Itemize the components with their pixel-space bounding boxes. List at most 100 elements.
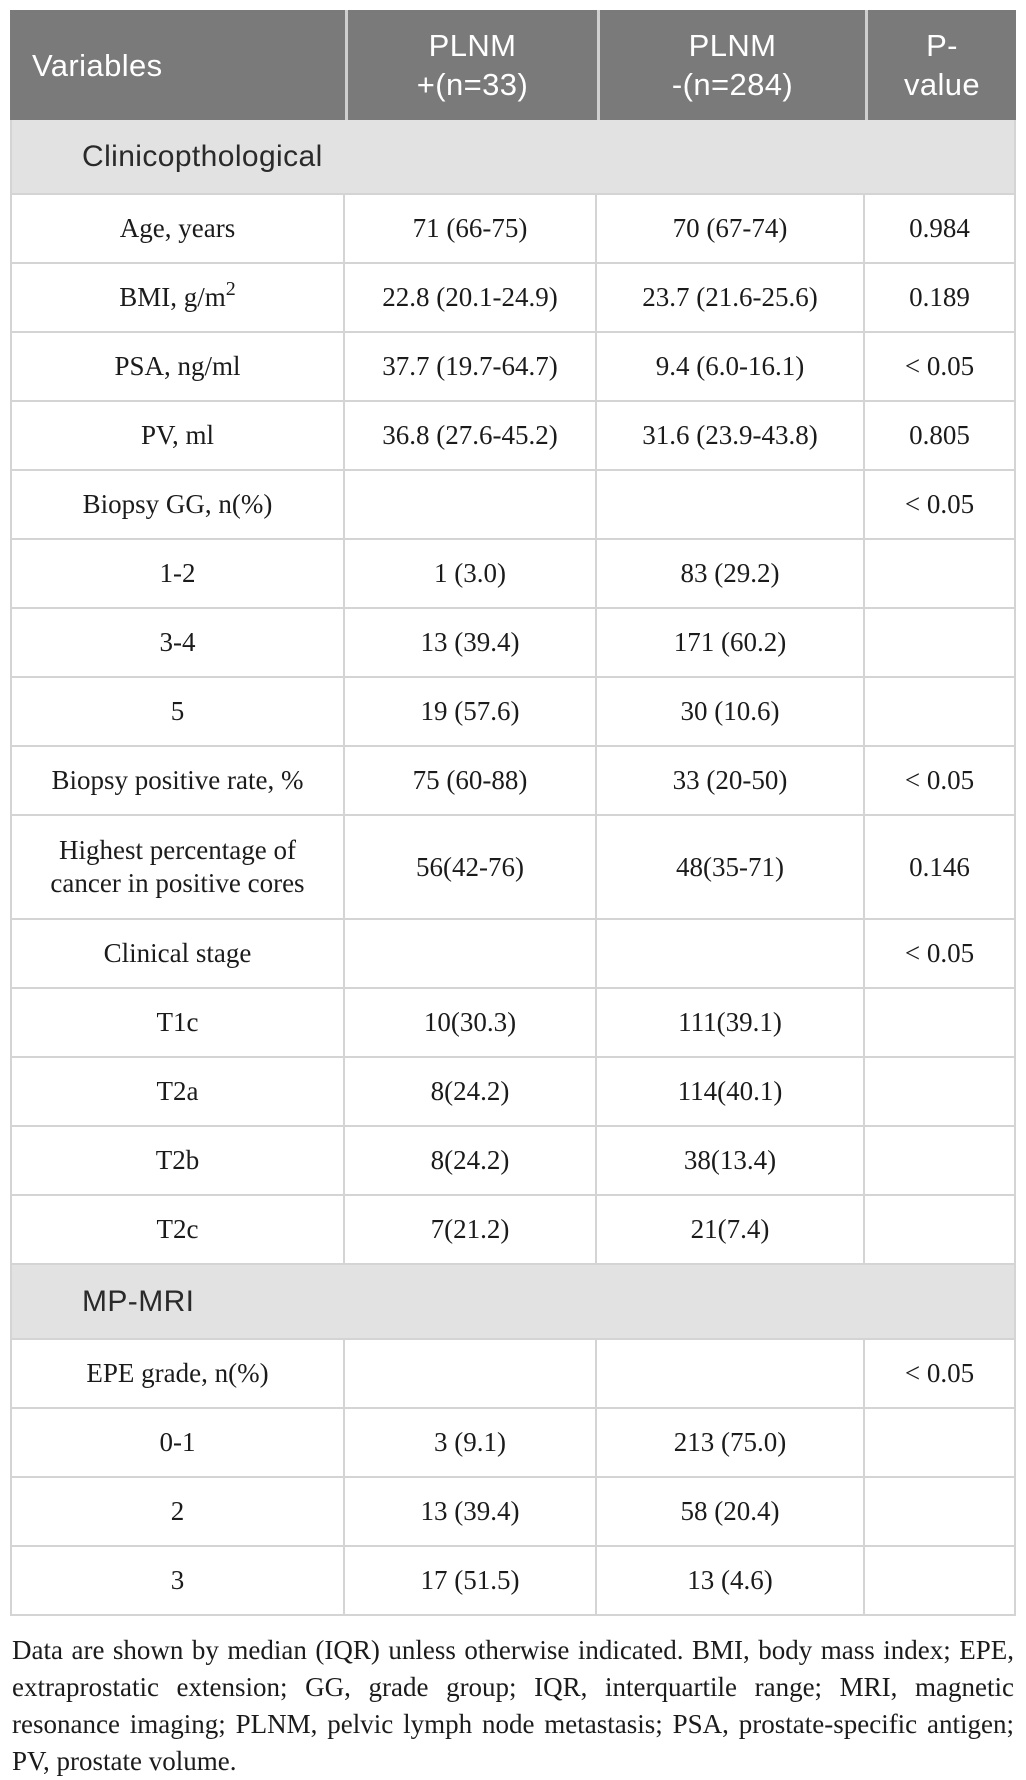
- cell-plnm-negative: 111(39.1): [597, 989, 865, 1058]
- section-row-clinicopathological: Clinicopthological: [12, 120, 1016, 195]
- cell-plnm-negative: 83 (29.2): [597, 540, 865, 609]
- table-row-age: Age, years 71 (66-75) 70 (67-74) 0.984: [12, 195, 1016, 264]
- table-row-t2b: T2b 8(24.2) 38(13.4): [12, 1127, 1016, 1196]
- cell-plnm-positive: 37.7 (19.7-64.7): [345, 333, 597, 402]
- cell-plnm-negative: [597, 1340, 865, 1409]
- cell-p-value: [865, 540, 1016, 609]
- table-row-gg-5: 5 19 (57.6) 30 (10.6): [12, 678, 1016, 747]
- cell-variable: T2a: [12, 1058, 345, 1127]
- table-row-t2c: T2c 7(21.2) 21(7.4): [12, 1196, 1016, 1265]
- header-plnm-negative: PLNM -(n=284): [597, 10, 865, 120]
- cell-p-value: [865, 1058, 1016, 1127]
- cell-p-value: < 0.05: [865, 747, 1016, 816]
- cell-plnm-positive: 10(30.3): [345, 989, 597, 1058]
- cell-variable: T2b: [12, 1127, 345, 1196]
- table-row-clinical-stage: Clinical stage < 0.05: [12, 920, 1016, 989]
- cell-p-value: [865, 1478, 1016, 1547]
- cell-plnm-positive: 17 (51.5): [345, 1547, 597, 1616]
- cell-p-value: 0.189: [865, 264, 1016, 333]
- cell-plnm-negative: [597, 471, 865, 540]
- table-row-epe-3: 3 17 (51.5) 13 (4.6): [12, 1547, 1016, 1616]
- cell-p-value: < 0.05: [865, 471, 1016, 540]
- cell-plnm-negative: 38(13.4): [597, 1127, 865, 1196]
- cell-variable: Highest percentage of cancer in positive…: [12, 816, 345, 920]
- table-body: Clinicopthological Age, years 71 (66-75)…: [10, 120, 1016, 1616]
- cell-p-value: 0.146: [865, 816, 1016, 920]
- cell-p-value: [865, 678, 1016, 747]
- cell-plnm-positive: [345, 471, 597, 540]
- header-variables: Variables: [10, 10, 345, 120]
- table-row-biopsy-gg: Biopsy GG, n(%) < 0.05: [12, 471, 1016, 540]
- cell-plnm-positive: 8(24.2): [345, 1127, 597, 1196]
- cell-variable: Clinical stage: [12, 920, 345, 989]
- cell-variable: 0-1: [12, 1409, 345, 1478]
- cell-plnm-negative: 30 (10.6): [597, 678, 865, 747]
- header-p-value: P- value: [865, 10, 1016, 120]
- cell-plnm-negative: 9.4 (6.0-16.1): [597, 333, 865, 402]
- cell-p-value: 0.984: [865, 195, 1016, 264]
- cell-variable: T2c: [12, 1196, 345, 1265]
- cell-p-value: 0.805: [865, 402, 1016, 471]
- cell-plnm-negative: 23.7 (21.6-25.6): [597, 264, 865, 333]
- table-footnote: Data are shown by median (IQR) unless ot…: [12, 1635, 1014, 1776]
- table-header-row: Variables PLNM +(n=33) PLNM -(n=284) P- …: [10, 10, 1016, 120]
- cell-plnm-negative: 48(35-71): [597, 816, 865, 920]
- cell-p-value: [865, 1409, 1016, 1478]
- table-row-gg-1-2: 1-2 1 (3.0) 83 (29.2): [12, 540, 1016, 609]
- cell-variable: 5: [12, 678, 345, 747]
- cell-plnm-positive: 3 (9.1): [345, 1409, 597, 1478]
- cell-p-value: [865, 989, 1016, 1058]
- section-row-mp-mri: MP-MRI: [12, 1265, 1016, 1340]
- cell-plnm-positive: 8(24.2): [345, 1058, 597, 1127]
- cell-variable: T1c: [12, 989, 345, 1058]
- table-row-epe-2: 2 13 (39.4) 58 (20.4): [12, 1478, 1016, 1547]
- section-label: Clinicopthological: [82, 139, 323, 173]
- cell-variable: 2: [12, 1478, 345, 1547]
- patient-characteristics-table: Variables PLNM +(n=33) PLNM -(n=284) P- …: [10, 10, 1016, 1616]
- cell-variable: Biopsy positive rate, %: [12, 747, 345, 816]
- cell-plnm-negative: 171 (60.2): [597, 609, 865, 678]
- table-row-epe-0-1: 0-1 3 (9.1) 213 (75.0): [12, 1409, 1016, 1478]
- cell-plnm-negative: 13 (4.6): [597, 1547, 865, 1616]
- cell-p-value: [865, 1547, 1016, 1616]
- cell-p-value: [865, 1196, 1016, 1265]
- cell-variable: PV, ml: [12, 402, 345, 471]
- cell-plnm-negative: 70 (67-74): [597, 195, 865, 264]
- cell-plnm-positive: 22.8 (20.1-24.9): [345, 264, 597, 333]
- table-row-highest-percentage: Highest percentage of cancer in positive…: [12, 816, 1016, 920]
- cell-plnm-positive: 75 (60-88): [345, 747, 597, 816]
- cell-plnm-positive: [345, 920, 597, 989]
- cell-plnm-negative: [597, 920, 865, 989]
- section-label: MP-MRI: [82, 1284, 195, 1318]
- cell-plnm-positive: [345, 1340, 597, 1409]
- table-row-t2a: T2a 8(24.2) 114(40.1): [12, 1058, 1016, 1127]
- cell-plnm-negative: 31.6 (23.9-43.8): [597, 402, 865, 471]
- cell-p-value: < 0.05: [865, 920, 1016, 989]
- cell-variable: PSA, ng/ml: [12, 333, 345, 402]
- table-row-epe-grade: EPE grade, n(%) < 0.05: [12, 1340, 1016, 1409]
- cell-plnm-negative: 21(7.4): [597, 1196, 865, 1265]
- table-row-psa: PSA, ng/ml 37.7 (19.7-64.7) 9.4 (6.0-16.…: [12, 333, 1016, 402]
- cell-plnm-positive: 71 (66-75): [345, 195, 597, 264]
- cell-plnm-positive: 56(42-76): [345, 816, 597, 920]
- cell-plnm-positive: 19 (57.6): [345, 678, 597, 747]
- cell-p-value: [865, 1127, 1016, 1196]
- cell-plnm-negative: 114(40.1): [597, 1058, 865, 1127]
- header-variables-label: Variables: [32, 47, 163, 83]
- cell-plnm-positive: 13 (39.4): [345, 1478, 597, 1547]
- table-row-gg-3-4: 3-4 13 (39.4) 171 (60.2): [12, 609, 1016, 678]
- table-row-pv: PV, ml 36.8 (27.6-45.2) 31.6 (23.9-43.8)…: [12, 402, 1016, 471]
- table-row-t1c: T1c 10(30.3) 111(39.1): [12, 989, 1016, 1058]
- table-row-biopsy-positive-rate: Biopsy positive rate, % 75 (60-88) 33 (2…: [12, 747, 1016, 816]
- table-row-bmi: BMI, g/m 2 22.8 (20.1-24.9) 23.7 (21.6-25…: [12, 264, 1016, 333]
- cell-plnm-positive: 36.8 (27.6-45.2): [345, 402, 597, 471]
- cell-variable: BMI, g/m 2: [12, 264, 345, 333]
- cell-plnm-positive: 1 (3.0): [345, 540, 597, 609]
- header-plnm-positive: PLNM +(n=33): [345, 10, 597, 120]
- cell-variable: Biopsy GG, n(%): [12, 471, 345, 540]
- cell-plnm-positive: 13 (39.4): [345, 609, 597, 678]
- cell-p-value: [865, 609, 1016, 678]
- cell-plnm-negative: 58 (20.4): [597, 1478, 865, 1547]
- cell-p-value: < 0.05: [865, 333, 1016, 402]
